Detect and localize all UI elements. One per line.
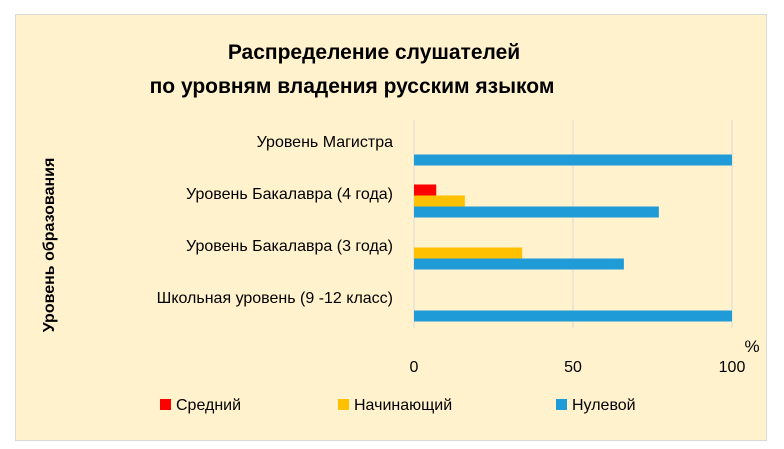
category-label: Уровень Бакалавра (4 года) [186, 186, 393, 203]
bar-Нулевой [414, 258, 624, 270]
chart-title-line-2: по уровням владения русским языком [150, 75, 555, 98]
bar-Средний [414, 184, 437, 196]
legend-swatch [556, 399, 567, 410]
legend-swatch [160, 399, 171, 410]
x-tick-label: 50 [564, 359, 582, 376]
bar-Начинающий [414, 247, 523, 259]
category-label: Уровень Бакалавра (3 года) [186, 238, 393, 255]
x-tick-label: 100 [719, 359, 746, 376]
bar-Нулевой [414, 310, 732, 322]
category-label: Уровень Магистра [257, 134, 393, 151]
legend-label: Начинающий [354, 397, 452, 414]
bar-Начинающий [414, 195, 465, 207]
bar-Нулевой [414, 206, 659, 218]
category-label: Школьная уровень (9 -12 класс) [157, 290, 393, 307]
y-axis-label: Уровень образования [41, 158, 58, 333]
legend-swatch [338, 399, 349, 410]
legend-label: Нулевой [572, 397, 636, 414]
chart [15, 14, 767, 441]
x-tick-label: 0 [410, 359, 419, 376]
legend-label: Средний [176, 397, 241, 414]
x-axis-unit-label: % [744, 337, 759, 356]
bar-Нулевой [414, 154, 732, 166]
chart-title-line-1: Распределение слушателей [228, 41, 520, 64]
